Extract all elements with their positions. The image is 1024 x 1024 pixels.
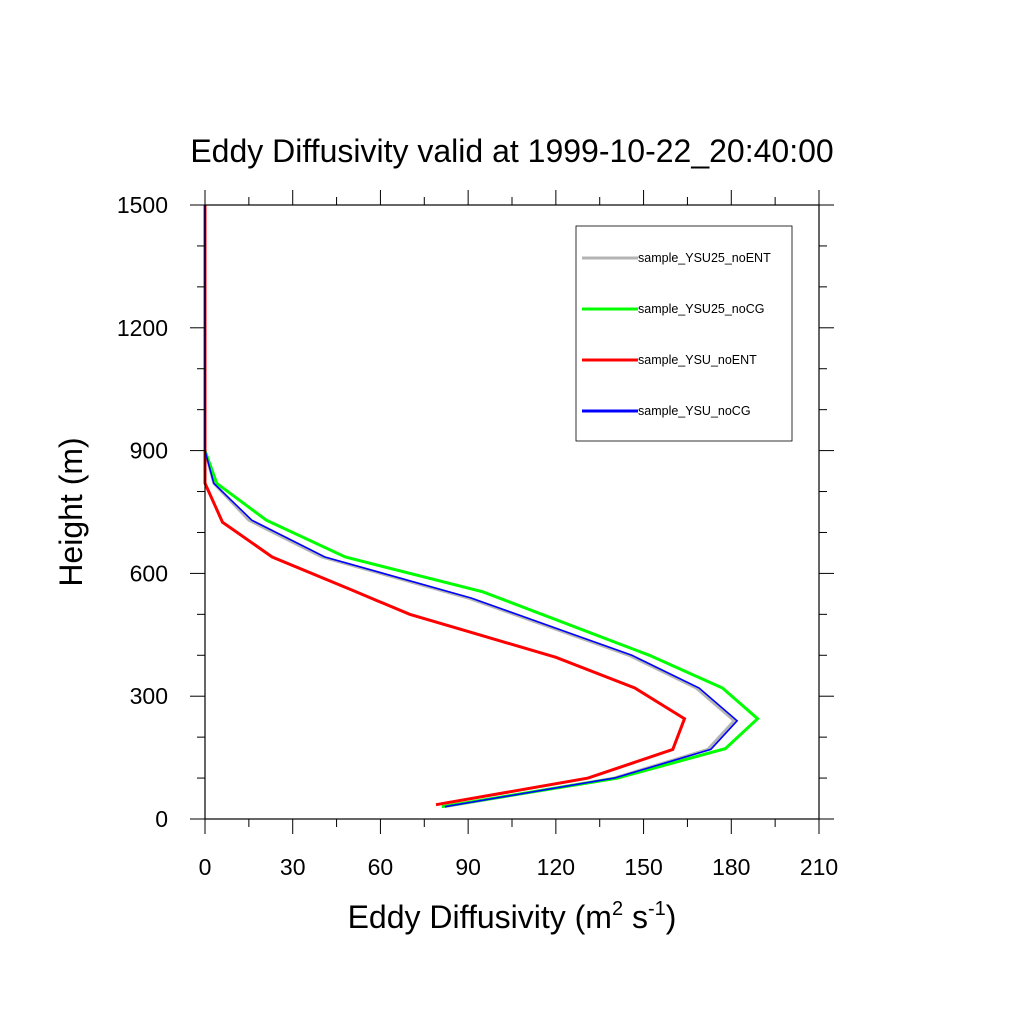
- x-tick-label: 90: [455, 854, 481, 880]
- y-axis-title: Height (m): [53, 437, 89, 586]
- x-axis-title-sup1: 2: [612, 898, 623, 920]
- x-axis-title: Eddy Diffusivity (m2 s-1): [348, 898, 677, 935]
- y-tick-label: 1500: [117, 192, 168, 218]
- chart-title: Eddy Diffusivity valid at 1999-10-22_20:…: [190, 133, 833, 169]
- x-tick-label: 150: [624, 854, 662, 880]
- y-tick-label: 300: [130, 683, 168, 709]
- x-tick-label: 180: [712, 854, 750, 880]
- axis-ticks: [190, 190, 834, 834]
- x-axis-title-end: ): [666, 899, 677, 935]
- x-axis-title-base: Eddy Diffusivity (m: [348, 899, 612, 935]
- y-tick-label: 0: [155, 806, 168, 832]
- plot-lines: [203, 205, 760, 809]
- series-line-sample_YSU25_noCG: [203, 205, 760, 809]
- x-tick-label: 30: [280, 854, 306, 880]
- series-line-sample_YSU_noCG: [204, 205, 739, 808]
- legend-label-sample_YSU_noCG: sample_YSU_noCG: [638, 404, 751, 418]
- y-tick-label: 1200: [117, 315, 168, 341]
- x-tick-label: 210: [800, 854, 838, 880]
- x-tick-label: 120: [537, 854, 575, 880]
- y-tick-label: 900: [130, 438, 168, 464]
- legend: sample_YSU25_noENT sample_YSU25_noCGsampl…: [575, 225, 793, 442]
- x-axis-title-mid: s: [623, 899, 648, 935]
- legend-label-sample_YSU25_noENT: sample_YSU25_noENT: [638, 251, 771, 265]
- legend-label-sample_YSU25_noCG: sample_YSU25_noCG: [638, 302, 764, 316]
- x-tick-label: 60: [368, 854, 394, 880]
- x-axis-title-sup2: -1: [648, 898, 666, 920]
- legend-label-sample_YSU_noENT: sample_YSU_noENT: [638, 353, 757, 367]
- legend-box: [575, 225, 793, 442]
- y-tick-label: 600: [130, 560, 168, 586]
- axis-tick-labels: 0 30 60 90 120 150 180 210 0 300 600 900 1200 1500: [117, 192, 838, 880]
- x-tick-label: 0: [199, 854, 212, 880]
